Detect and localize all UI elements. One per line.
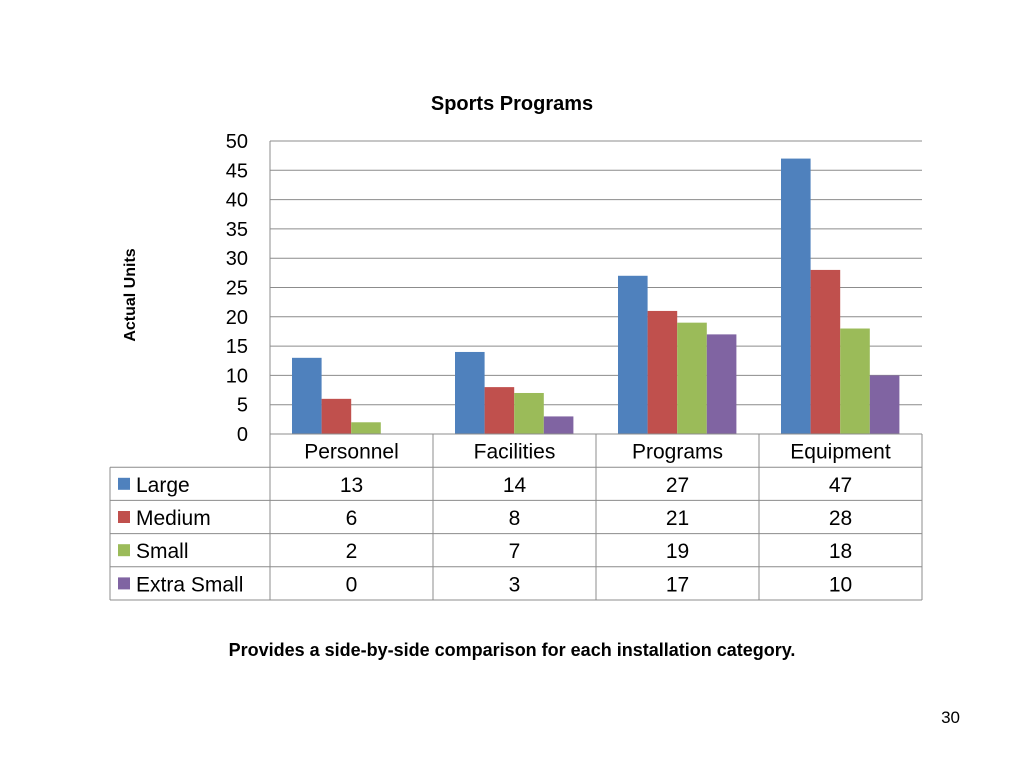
bar [484, 387, 515, 434]
page-number: 30 [941, 708, 960, 727]
y-axis-label: Actual Units [122, 248, 139, 341]
bar [543, 416, 574, 434]
bar [810, 269, 841, 434]
data-table-value: 0 [346, 573, 358, 596]
data-table-value: 18 [829, 540, 852, 563]
bar [677, 322, 707, 434]
chart-title: Sports Programs [431, 93, 593, 115]
category-label: Personnel [304, 441, 399, 464]
y-tick-label: 15 [226, 336, 248, 358]
y-tick-label: 30 [226, 248, 248, 270]
legend-label: Large [136, 474, 190, 497]
category-label: Facilities [474, 441, 556, 464]
data-table-value: 17 [666, 573, 689, 596]
category-label: Programs [632, 441, 723, 464]
legend-swatch [118, 511, 130, 523]
y-tick-label: 50 [226, 131, 248, 153]
y-tick-label: 25 [226, 278, 248, 300]
data-table-value: 3 [509, 573, 521, 596]
data-table-value: 19 [666, 540, 689, 563]
data-table-value: 10 [829, 573, 852, 596]
bar [351, 422, 381, 434]
legend-label: Medium [136, 507, 211, 530]
legend-swatch [118, 577, 130, 590]
category-label: Equipment [790, 441, 891, 464]
legend-label: Extra Small [136, 573, 243, 596]
legend-label: Small [136, 540, 189, 563]
slide-caption: Provides a side-by-side comparison for e… [228, 640, 796, 660]
bar [618, 275, 648, 434]
data-table-value: 6 [346, 507, 358, 530]
y-tick-label: 40 [226, 190, 248, 212]
data-table-value: 28 [829, 507, 852, 530]
legend-swatch [118, 477, 130, 490]
y-tick-label: 45 [226, 160, 248, 182]
bar [321, 398, 352, 434]
bar [869, 375, 900, 434]
bar [292, 357, 322, 434]
bar [455, 351, 485, 434]
legend-swatch [118, 544, 130, 557]
data-table-value: 7 [509, 540, 521, 563]
y-tick-label: 10 [226, 365, 248, 387]
y-tick-label: 35 [226, 219, 248, 241]
bar [840, 328, 870, 434]
data-table-value: 2 [346, 540, 358, 563]
data-table-value: 8 [509, 507, 521, 530]
data-table-value: 13 [340, 474, 363, 497]
bar [781, 158, 811, 434]
bar [706, 334, 737, 434]
data-table-value: 27 [666, 474, 689, 497]
data-table-value: 14 [503, 474, 527, 497]
data-table-value: 21 [666, 507, 689, 530]
y-tick-label: 0 [237, 424, 248, 446]
bar [514, 392, 544, 434]
y-tick-label: 5 [237, 395, 248, 417]
bar [647, 310, 678, 434]
y-tick-label: 20 [226, 307, 248, 329]
data-table-value: 47 [829, 474, 852, 497]
